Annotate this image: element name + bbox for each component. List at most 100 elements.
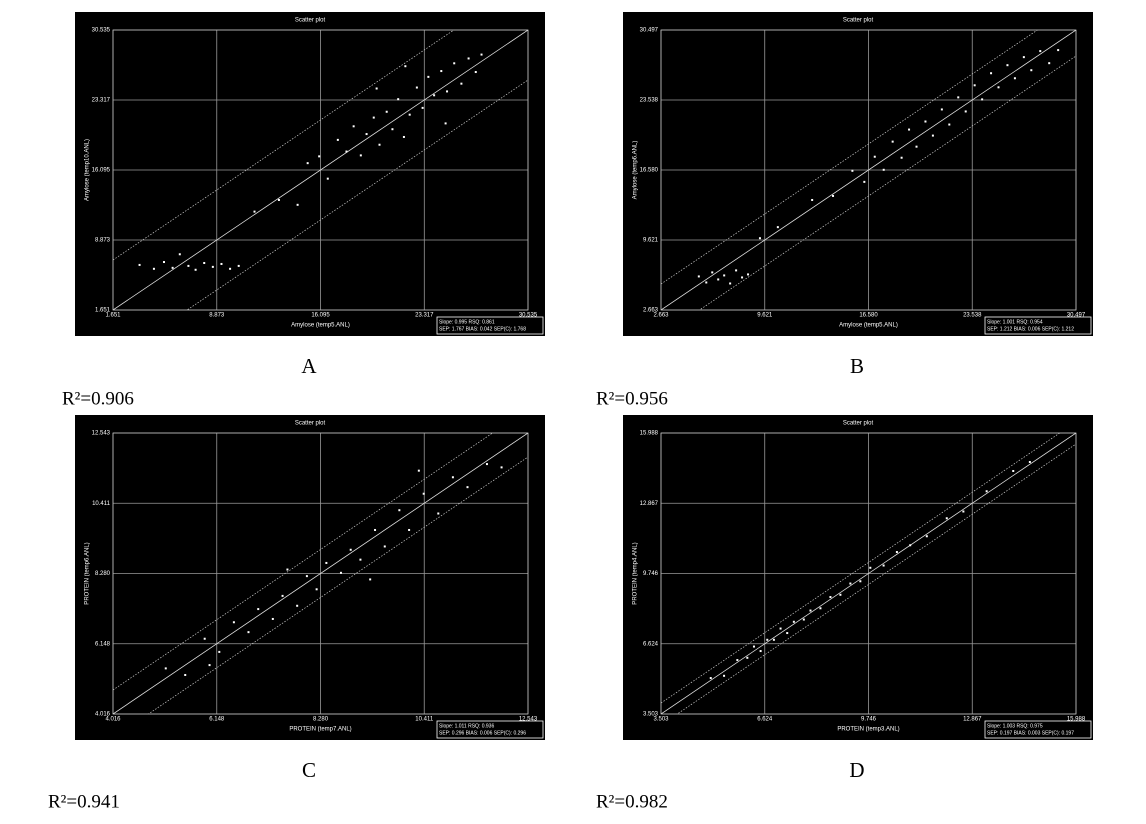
point: [451, 476, 454, 479]
chart-title: Scatter plot: [295, 421, 326, 427]
point: [374, 528, 377, 531]
point: [776, 226, 779, 229]
scatter-panel: Scatter plot 2.663 9.621 16.580 23.538 30.497…: [623, 12, 1093, 336]
point: [1006, 64, 1009, 67]
point: [372, 116, 375, 119]
point: [253, 210, 256, 213]
y-tick-label: 23.317: [92, 98, 111, 104]
x-tick-label: 2.663: [653, 313, 669, 319]
point: [247, 631, 250, 634]
stats-line: Slope: 1.001 RSQ: 0.954: [987, 319, 1043, 325]
x-tick-label: 6.624: [757, 717, 773, 723]
point: [433, 94, 436, 97]
x-tick-label: 23.538: [963, 313, 982, 319]
stats-line: SEP: 0.296 BIAS: 0.006 SEP(C): 0.296: [439, 730, 526, 736]
confidence-band: [186, 79, 528, 310]
x-tick-label: 12.543: [519, 717, 538, 723]
point: [318, 155, 321, 158]
point: [735, 269, 738, 272]
annotation: R²=0.941: [48, 791, 120, 812]
point: [940, 108, 943, 111]
point: [931, 134, 934, 137]
panel-background: [623, 415, 1093, 740]
point: [446, 90, 449, 93]
y-axis-label: PROTEIN (temp6.ANL): [85, 542, 91, 604]
stats-box: [436, 316, 544, 335]
point: [997, 86, 1000, 89]
identity-line: [661, 433, 1076, 714]
point: [772, 638, 775, 641]
point: [257, 608, 260, 611]
point: [375, 87, 378, 90]
point: [964, 110, 967, 113]
y-tick-label: 16.580: [640, 168, 659, 174]
chart-title: Scatter plot: [295, 18, 326, 24]
stats-line: SEP: 1.212 BIAS: 0.006 SEP(C): 1.212: [987, 326, 1074, 332]
point: [460, 82, 463, 85]
point: [349, 548, 352, 551]
point: [421, 106, 424, 109]
confidence-band: [676, 443, 1076, 714]
point: [345, 150, 348, 153]
point: [286, 568, 289, 571]
point: [924, 120, 927, 123]
panel-background: [623, 12, 1093, 336]
point: [229, 267, 232, 270]
point: [709, 677, 712, 680]
stats-line: Slope: 1.011 RSQ: 0.936: [439, 723, 494, 729]
point: [277, 198, 280, 201]
point: [1012, 469, 1015, 472]
y-tick-label: 30.535: [92, 28, 111, 34]
point: [315, 588, 318, 591]
point: [237, 264, 240, 267]
point: [480, 53, 483, 56]
point: [766, 638, 769, 641]
point: [851, 169, 854, 172]
identity-line: [661, 30, 1076, 310]
y-tick-label: 9.746: [643, 571, 659, 577]
stats-line: SEP: 1.767 BIAS: 0.042 SEP(C): 1.768: [439, 326, 526, 332]
confidence-band: [113, 30, 455, 261]
point: [218, 650, 221, 653]
caption: B: [850, 354, 864, 378]
point: [985, 490, 988, 493]
plot-border: [112, 432, 529, 715]
point: [873, 155, 876, 158]
stats-box: [984, 720, 1092, 739]
caption: A: [301, 354, 317, 378]
y-tick-label: 23.538: [640, 98, 659, 104]
point: [925, 535, 928, 538]
point: [908, 128, 911, 131]
panel-background: [75, 415, 545, 740]
point: [466, 486, 469, 489]
point: [385, 110, 388, 113]
point: [802, 618, 805, 621]
reference-lines: [661, 30, 1076, 310]
reference-lines: [661, 433, 1076, 714]
point: [339, 571, 342, 574]
point: [352, 125, 355, 128]
point: [839, 593, 842, 596]
point: [1013, 77, 1016, 80]
point: [891, 140, 894, 143]
y-axis-label: Amylose (temp10.ANL): [85, 139, 91, 201]
identity-line: [113, 30, 528, 310]
y-tick-label: 8.873: [95, 238, 111, 244]
y-axis-label: PROTEIN (temp4.ANL): [633, 542, 639, 604]
point: [500, 466, 503, 469]
point: [849, 582, 852, 585]
point: [474, 71, 477, 74]
point: [711, 271, 714, 274]
point: [398, 509, 401, 512]
y-tick-label: 2.663: [643, 308, 659, 314]
point: [895, 551, 898, 554]
stats-line: Slope: 0.995 RSQ: 0.861: [439, 319, 495, 325]
point: [404, 65, 407, 68]
scatter-panel: Scatter plot 3.503 6.624 9.746 12.867 15.988 3…: [623, 415, 1093, 740]
point: [915, 145, 918, 148]
x-tick-label: 15.988: [1067, 717, 1086, 723]
point: [271, 617, 274, 620]
y-tick-label: 10.411: [92, 501, 111, 507]
point: [736, 659, 739, 662]
chart-title: Scatter plot: [843, 421, 874, 427]
